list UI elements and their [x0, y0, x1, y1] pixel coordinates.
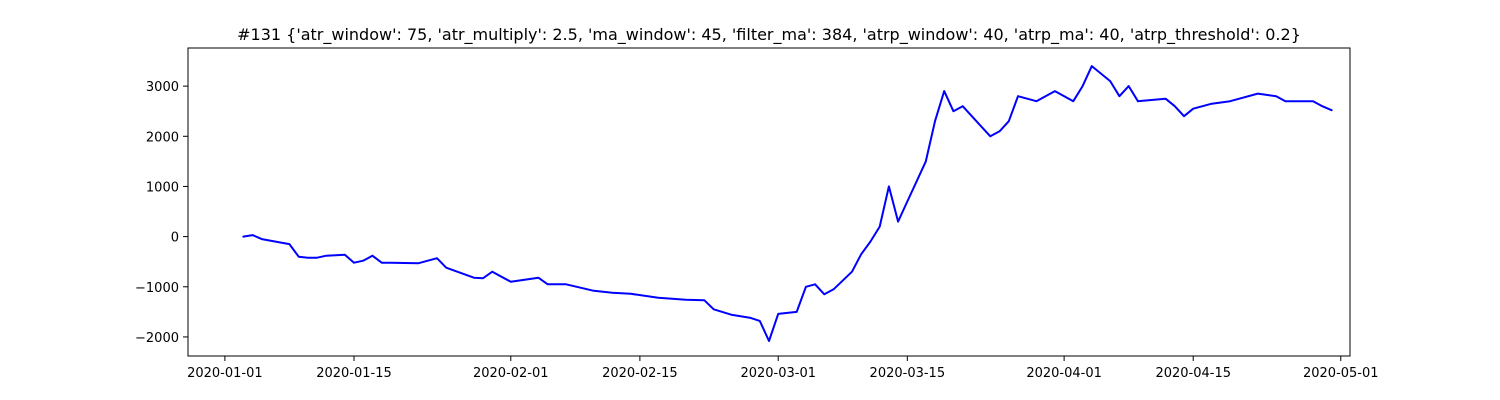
axis-ticks: 2020-01-01 2020-01-15 2020-02-01 2020-02-15…: [135, 80, 1379, 381]
x-tick-label: 2020-01-01: [187, 366, 263, 381]
x-tick-label: 2020-02-15: [602, 366, 678, 381]
y-tick-label: 3000: [146, 80, 179, 95]
x-tick-label: 2020-04-01: [1026, 366, 1102, 381]
plot-area-frame: [187, 47, 1351, 357]
x-tick-label: 2020-02-01: [473, 366, 549, 381]
y-tick-label: 0: [171, 231, 179, 246]
y-tick-label: −2000: [135, 331, 179, 346]
chart-title: #131 {'atr_window': 75, 'atr_multiply': …: [237, 25, 1301, 45]
y-tick-label: −1000: [135, 281, 179, 296]
y-tick-label: 2000: [146, 130, 179, 145]
y-tick-label: 1000: [146, 180, 179, 195]
x-tick-label: 2020-01-15: [316, 366, 392, 381]
x-tick-label: 2020-03-15: [870, 366, 946, 381]
series-line: [242, 65, 1333, 342]
x-tick-label: 2020-03-01: [740, 366, 816, 381]
x-tick-label: 2020-04-15: [1155, 366, 1231, 381]
x-tick-label: 2020-05-01: [1303, 366, 1379, 381]
